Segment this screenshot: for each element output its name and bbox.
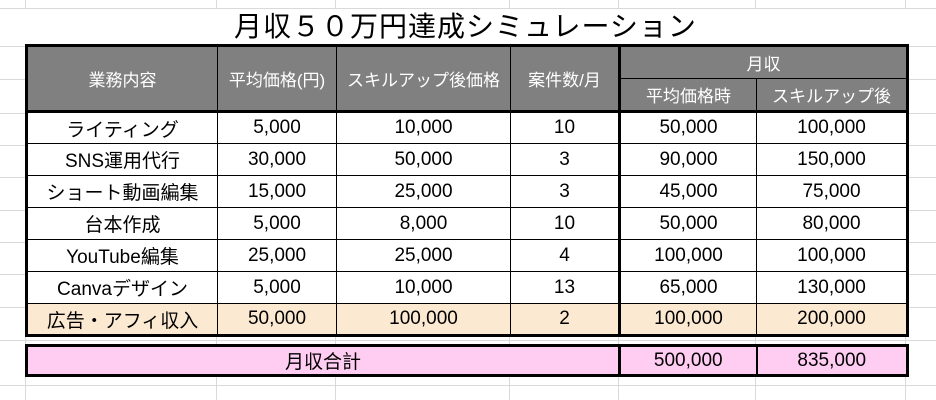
- cell-work[interactable]: 広告・アフィ収入: [26, 303, 218, 336]
- cell-income-skillup[interactable]: 100,000: [756, 111, 908, 144]
- table-row: ショート動画編集 15,000 25,000 3 45,000 75,000: [26, 175, 908, 208]
- cell-income-avg[interactable]: 90,000: [618, 143, 757, 176]
- table-row: SNS運用代行 30,000 50,000 3 90,000 150,000: [26, 143, 908, 176]
- cell-cases[interactable]: 3: [510, 175, 620, 208]
- cell-avg-price[interactable]: 50,000: [217, 303, 337, 336]
- cell-avg-price[interactable]: 30,000: [217, 143, 337, 176]
- cell-skillup-price[interactable]: 25,000: [336, 239, 511, 272]
- cell-cases[interactable]: 3: [510, 143, 620, 176]
- cell-income-skillup[interactable]: 130,000: [756, 271, 908, 304]
- cell-income-avg[interactable]: 100,000: [618, 239, 757, 272]
- col-header-income-at-avg[interactable]: 平均価格時: [618, 78, 757, 113]
- cell-cases[interactable]: 10: [510, 207, 620, 240]
- cell-skillup-price[interactable]: 8,000: [336, 207, 511, 240]
- col-header-avg-price[interactable]: 平均価格(円): [217, 45, 337, 113]
- header-row-top: 業務内容 平均価格(円) スキルアップ後価格 案件数/月 月収: [26, 45, 908, 113]
- total-row-table: 月収合計 500,000 835,000: [25, 344, 909, 377]
- cell-work[interactable]: SNS運用代行: [26, 143, 218, 176]
- cell-cases[interactable]: 13: [510, 271, 620, 304]
- cell-skillup-price[interactable]: 10,000: [336, 271, 511, 304]
- cell-income-avg[interactable]: 65,000: [618, 271, 757, 304]
- cell-work[interactable]: ショート動画編集: [26, 175, 218, 208]
- cell-income-skillup[interactable]: 80,000: [756, 207, 908, 240]
- cell-skillup-price[interactable]: 100,000: [336, 303, 511, 336]
- col-header-monthly-income[interactable]: 月収: [618, 45, 908, 79]
- total-row: 月収合計 500,000 835,000: [26, 345, 908, 376]
- total-income-avg-cell[interactable]: 500,000: [618, 345, 757, 376]
- cell-avg-price[interactable]: 5,000: [217, 271, 337, 304]
- table-row: Canvaデザイン 5,000 10,000 13 65,000 130,000: [26, 271, 908, 304]
- col-header-cases-per-month[interactable]: 案件数/月: [510, 45, 620, 113]
- total-label-cell[interactable]: 月収合計: [26, 345, 620, 376]
- col-header-skillup-price[interactable]: スキルアップ後価格: [336, 45, 511, 113]
- cell-work[interactable]: 台本作成: [26, 207, 218, 240]
- cell-income-avg[interactable]: 100,000: [618, 303, 757, 336]
- table-row: 台本作成 5,000 8,000 10 50,000 80,000: [26, 207, 908, 240]
- cell-skillup-price[interactable]: 50,000: [336, 143, 511, 176]
- cell-work[interactable]: YouTube編集: [26, 239, 218, 272]
- simulation-table: 業務内容 平均価格(円) スキルアップ後価格 案件数/月 月収 平均価格時 スキ…: [25, 44, 909, 337]
- cell-income-skillup[interactable]: 100,000: [756, 239, 908, 272]
- col-header-work[interactable]: 業務内容: [26, 45, 218, 113]
- table-row: ライティング 5,000 10,000 10 50,000 100,000: [26, 111, 908, 144]
- cell-work[interactable]: Canvaデザイン: [26, 271, 218, 304]
- cell-income-avg[interactable]: 50,000: [618, 111, 757, 144]
- cell-avg-price[interactable]: 15,000: [217, 175, 337, 208]
- col-header-income-after-skillup[interactable]: スキルアップ後: [756, 78, 908, 113]
- total-income-skillup-cell[interactable]: 835,000: [755, 345, 908, 376]
- cell-cases[interactable]: 4: [510, 239, 620, 272]
- cell-income-avg[interactable]: 45,000: [618, 175, 757, 208]
- table-row-highlighted: 広告・アフィ収入 50,000 100,000 2 100,000 200,00…: [26, 303, 908, 336]
- cell-avg-price[interactable]: 25,000: [217, 239, 337, 272]
- cell-skillup-price[interactable]: 25,000: [336, 175, 511, 208]
- cell-income-skillup[interactable]: 200,000: [756, 303, 908, 336]
- sheet-title[interactable]: 月収５０万円達成シミュレーション: [25, 9, 906, 44]
- cell-avg-price[interactable]: 5,000: [217, 111, 337, 144]
- cell-avg-price[interactable]: 5,000: [217, 207, 337, 240]
- cell-skillup-price[interactable]: 10,000: [336, 111, 511, 144]
- cell-income-avg[interactable]: 50,000: [618, 207, 757, 240]
- cell-income-skillup[interactable]: 150,000: [756, 143, 908, 176]
- cell-cases[interactable]: 2: [510, 303, 620, 336]
- table-row: YouTube編集 25,000 25,000 4 100,000 100,00…: [26, 239, 908, 272]
- header-row-sub: 平均価格時 スキルアップ後: [27, 78, 908, 113]
- cell-work[interactable]: ライティング: [26, 111, 218, 144]
- cell-income-skillup[interactable]: 75,000: [756, 175, 908, 208]
- cell-cases[interactable]: 10: [510, 111, 620, 144]
- table-header: 業務内容 平均価格(円) スキルアップ後価格 案件数/月 月収 平均価格時 スキ…: [26, 45, 908, 113]
